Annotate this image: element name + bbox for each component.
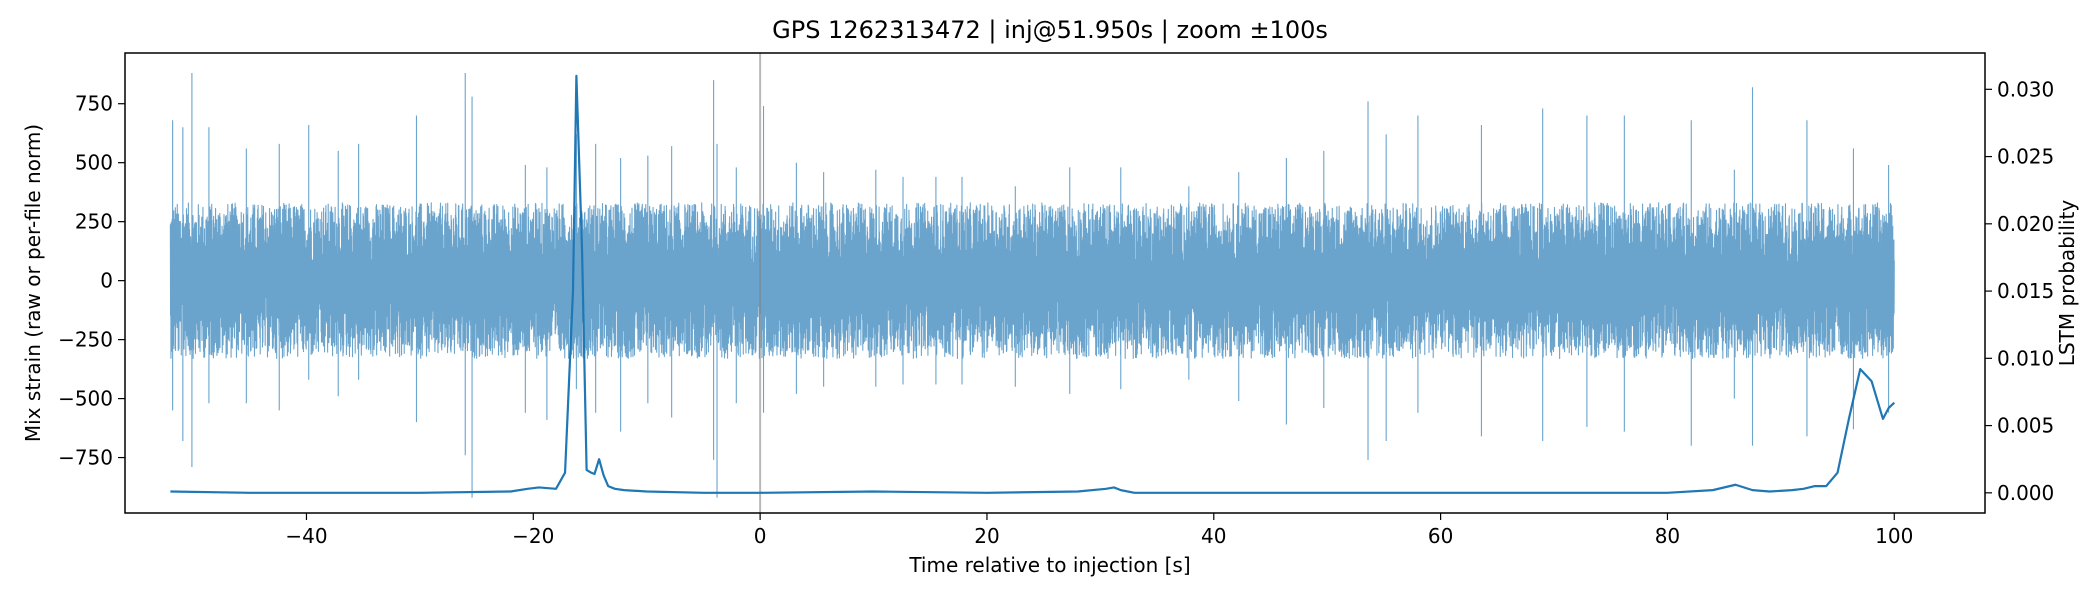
y-right-tick-label: 0.005 bbox=[1997, 414, 2054, 438]
y-axis-label-left: Mix strain (raw or per-file norm) bbox=[21, 124, 45, 442]
y-left-tick-label: 250 bbox=[75, 210, 113, 234]
y-right-tick-label: 0.010 bbox=[1997, 346, 2054, 370]
y-axis-label-right: LSTM probability bbox=[2055, 200, 2079, 367]
y-left-tick-label: 0 bbox=[100, 269, 113, 293]
strain-series-line bbox=[169, 73, 1895, 498]
x-tick-label: 100 bbox=[1875, 524, 1913, 548]
y-left-tick-label: −250 bbox=[58, 328, 113, 352]
x-tick-label: −20 bbox=[512, 524, 554, 548]
y-right-tick-label: 0.020 bbox=[1997, 212, 2054, 236]
x-tick-label: 20 bbox=[974, 524, 999, 548]
x-tick-label: 60 bbox=[1428, 524, 1453, 548]
x-tick-label: 40 bbox=[1201, 524, 1226, 548]
plot-frame bbox=[124, 52, 1986, 514]
x-tick-label: −40 bbox=[285, 524, 327, 548]
x-tick-label: 80 bbox=[1655, 524, 1680, 548]
y-left-tick-label: 500 bbox=[75, 151, 113, 175]
y-right-tick-label: 0.000 bbox=[1997, 481, 2054, 505]
y-right-tick-label: 0.015 bbox=[1997, 279, 2054, 303]
x-axis-label: Time relative to injection [s] bbox=[908, 553, 1190, 577]
chart-title: GPS 1262313472 | inj@51.950s | zoom ±100… bbox=[772, 16, 1328, 44]
y-left-tick-label: −750 bbox=[58, 446, 113, 470]
lstm-probability-line bbox=[170, 74, 1896, 494]
y-left-tick-label: 750 bbox=[75, 92, 113, 116]
y-right-tick-label: 0.030 bbox=[1997, 77, 2054, 101]
x-tick-label: 0 bbox=[754, 524, 767, 548]
y-right-tick-label: 0.025 bbox=[1997, 145, 2054, 169]
y-left-tick-label: −500 bbox=[58, 387, 113, 411]
